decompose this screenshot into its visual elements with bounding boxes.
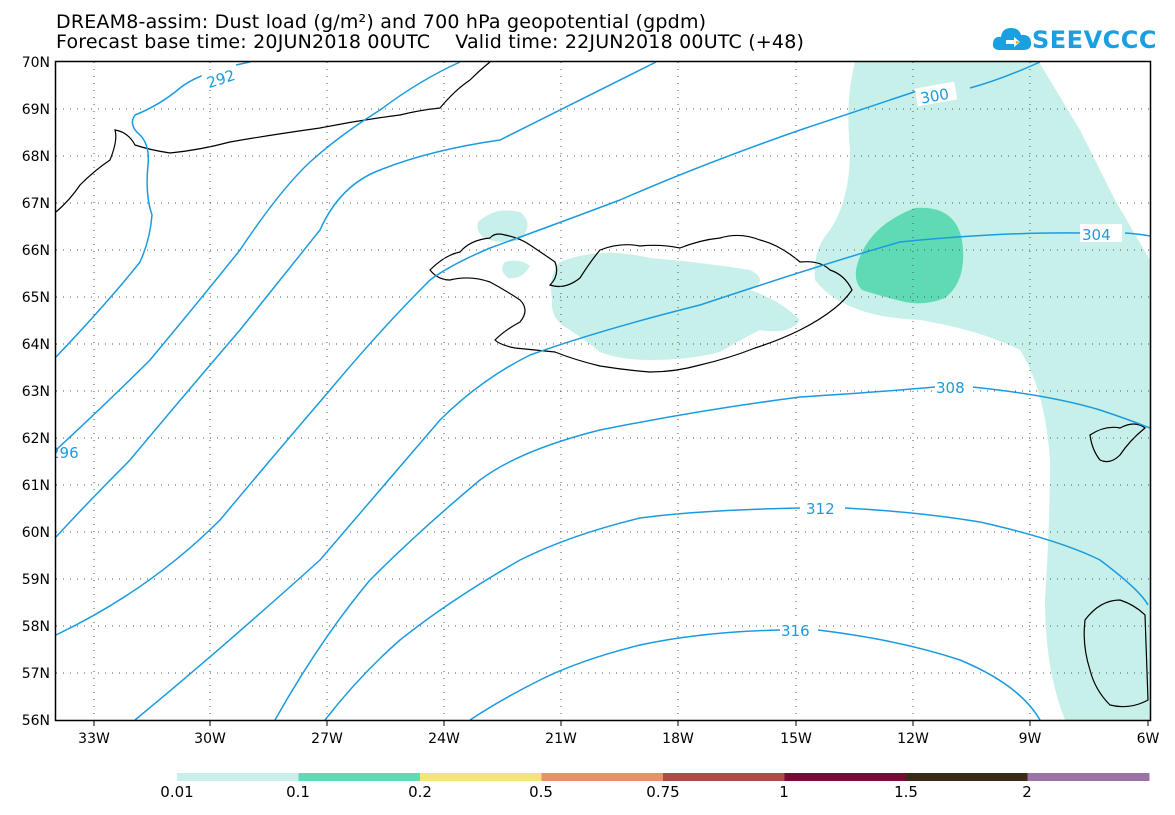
lon-label: 30W [194,731,226,747]
contour-label-292: 292 [205,66,238,92]
contour-label-308: 308 [936,379,965,397]
lat-label: 61N [22,478,50,494]
colorbar-swatch [298,773,421,781]
lat-label: 66N [22,243,50,259]
longitude-labels: 33W 30W 27W 24W 21W 18W 15W 12W 9W 6W [78,731,1159,747]
colorbar-label: 1 [779,783,789,801]
contour-312-east [844,507,1149,606]
contour-292 [55,61,251,358]
lat-label: 58N [22,619,50,635]
colorbar-swatch [906,773,1028,781]
lon-label: 27W [311,731,343,747]
colorbar-label: 1.5 [894,783,918,801]
lon-label: 15W [780,731,812,747]
lon-label: 6W [1137,731,1160,747]
contour-308 [274,386,936,721]
geopotential-contours [55,61,1151,721]
lat-label: 63N [22,384,50,400]
lat-label: 64N [22,337,50,353]
contour-label-316: 316 [781,622,810,640]
lon-label: 18W [662,731,694,747]
contour-316 [469,629,781,721]
tick-marks [93,720,1149,726]
contour-label-312: 312 [806,500,835,518]
contour-308-east [971,386,1151,429]
contour-300 [55,61,657,538]
colorbar-label: 2 [1022,783,1032,801]
lat-label: 69N [22,102,50,118]
colorbar-swatch [784,773,907,781]
lat-label: 68N [22,149,50,165]
map-frame [54,60,1152,722]
lon-label: 21W [545,731,577,747]
colorbar-swatch [177,773,299,781]
seevccc-logo: SEEVCCC [992,20,1157,60]
coastlines [55,61,1149,708]
lon-label: 33W [78,731,110,747]
contour-300-ne [969,61,1041,89]
colorbar-label: 0.2 [408,783,432,801]
lat-label: 59N [22,572,50,588]
chart-title: DREAM8-assim: Dust load (g/m²) and 700 h… [56,11,707,33]
contour-label-304: 304 [1082,226,1111,244]
lon-label: 12W [897,731,929,747]
contour-300-east [55,89,921,636]
chart-subtitle: Forecast base time: 20JUN2018 00UTC Vali… [56,31,805,53]
contour-312 [324,507,801,721]
colorbar-swatch [663,773,785,781]
contour-304 [134,232,1081,721]
lat-label: 65N [22,290,50,306]
contour-316-east [817,629,1041,721]
contour-label-300: 300 [919,85,950,108]
lon-label: 24W [428,731,460,747]
colorbar-swatch [1027,773,1150,781]
lat-label: 57N [22,666,50,682]
lat-label: 56N [22,713,50,729]
lon-label: 9W [1019,731,1042,747]
lat-label: 70N [22,55,50,71]
lat-label: 67N [22,196,50,212]
lat-label: 60N [22,525,50,541]
colorbar-label: 0.1 [286,783,310,801]
dust-field-medium [855,207,964,304]
colorbar-swatch [420,773,542,781]
contour-296 [55,61,461,451]
latitude-labels: 70N 69N 68N 67N 66N 65N 64N 63N 62N 61N … [22,55,50,729]
graticule [56,62,1150,720]
colorbar [177,773,1150,781]
colorbar-label: 0.75 [646,783,680,801]
contour-label-296: 296 [50,444,79,462]
contour-304-east [1124,232,1151,237]
lat-label: 62N [22,431,50,447]
colorbar-label: 0.5 [529,783,553,801]
colorbar-swatch [541,773,664,781]
cloud-icon [992,28,1032,50]
logo-text: SEEVCCC [1032,26,1157,54]
colorbar-label: 0.01 [160,783,194,801]
